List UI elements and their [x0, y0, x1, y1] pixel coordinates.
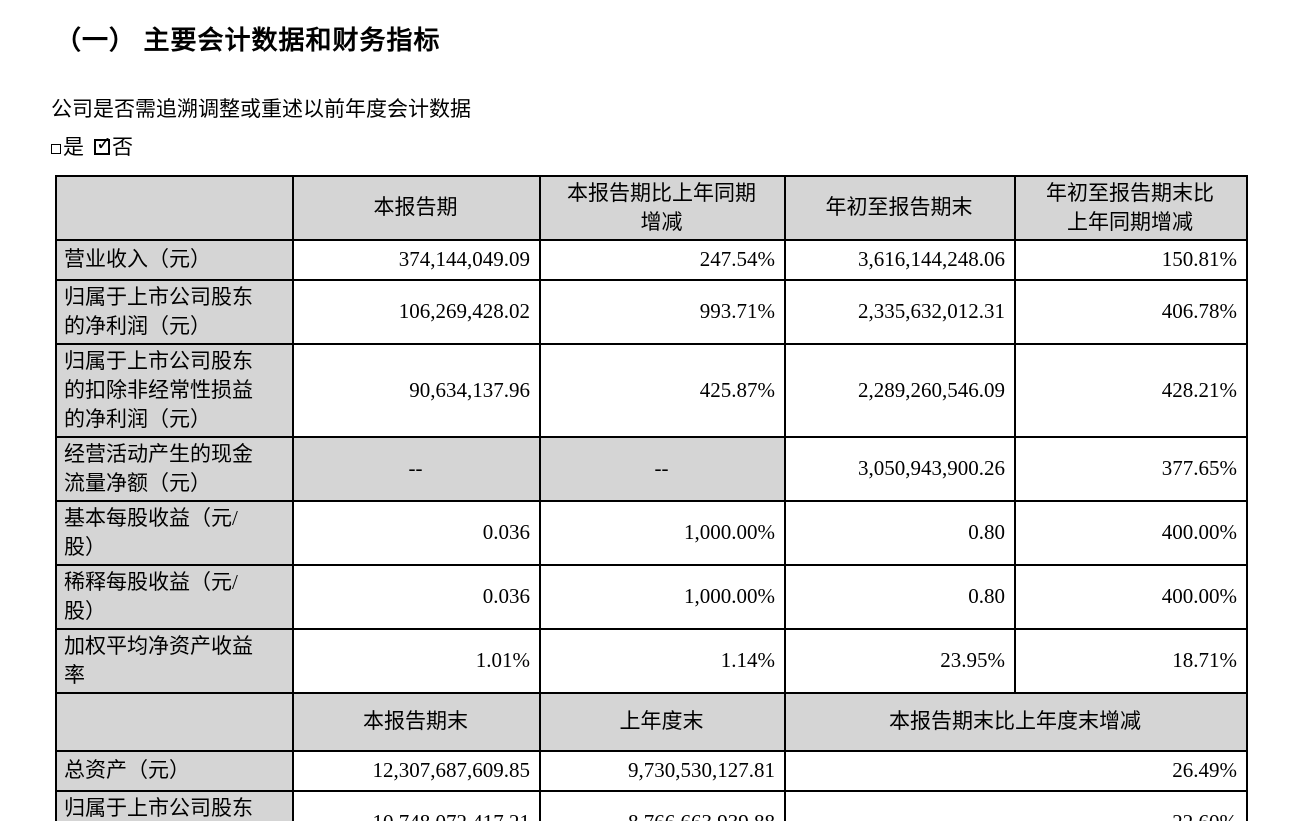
cell-value: 0.036: [292, 563, 541, 630]
cell-value: 400.00%: [1014, 499, 1248, 566]
table-row-operating-cash-flow: 经营活动产生的现金 流量净额（元） -- -- 3,050,943,900.26…: [55, 435, 1248, 502]
checkmark-icon: ✓: [96, 133, 112, 155]
cell-value: 8,766,663,939.88: [539, 789, 786, 821]
cell-value: --: [539, 435, 786, 502]
header-period-yoy-change: 本报告期比上年同期 增减: [539, 175, 786, 241]
row-label: 加权平均净资产收益 率: [55, 627, 294, 694]
cell-value: 2,335,632,012.31: [784, 278, 1016, 345]
header-end-of-last-year: 上年度末: [539, 691, 786, 752]
cell-value: 26.49%: [784, 749, 1248, 792]
cell-value: 3,616,144,248.06: [784, 238, 1016, 281]
cell-value: 106,269,428.02: [292, 278, 541, 345]
table-header-period: 本报告期 本报告期比上年同期 增减 年初至报告期末 年初至报告期末比 上年同期增…: [55, 175, 1248, 241]
cell-value: 428.21%: [1014, 342, 1248, 438]
cell-value: 150.81%: [1014, 238, 1248, 281]
header-ytd: 年初至报告期末: [784, 175, 1016, 241]
row-label: 稀释每股收益（元/ 股）: [55, 563, 294, 630]
cell-value: 2,289,260,546.09: [784, 342, 1016, 438]
row-label: 归属于上市公司股东 的所有者权益（元）: [55, 789, 294, 821]
cell-value: --: [292, 435, 541, 502]
table-row-weighted-avg-roe: 加权平均净资产收益 率 1.01% 1.14% 23.95% 18.71%: [55, 627, 1248, 694]
row-label: 基本每股收益（元/ 股）: [55, 499, 294, 566]
cell-value: 1,000.00%: [539, 563, 786, 630]
header-empty-corner: [55, 691, 294, 752]
checkbox-no-label: 否: [112, 135, 133, 159]
table-header-yearend: 本报告期末 上年度末 本报告期末比上年度末增减: [55, 691, 1248, 752]
cell-value: 247.54%: [539, 238, 786, 281]
cell-value: 993.71%: [539, 278, 786, 345]
header-ytd-yoy-change: 年初至报告期末比 上年同期增减: [1014, 175, 1248, 241]
cell-value: 1.14%: [539, 627, 786, 694]
section-title: （一） 主要会计数据和财务指标: [55, 26, 441, 55]
table-row-total-assets: 总资产（元） 12,307,687,609.85 9,730,530,127.8…: [55, 749, 1248, 792]
restatement-answer: 是 ✓ 否: [51, 131, 143, 161]
row-label: 总资产（元）: [55, 749, 294, 792]
cell-value: 425.87%: [539, 342, 786, 438]
row-label: 归属于上市公司股东 的扣除非经常性损益 的净利润（元）: [55, 342, 294, 438]
cell-value: 406.78%: [1014, 278, 1248, 345]
row-label: 经营活动产生的现金 流量净额（元）: [55, 435, 294, 502]
table-row-basic-eps: 基本每股收益（元/ 股） 0.036 1,000.00% 0.80 400.00…: [55, 499, 1248, 566]
checkbox-yes-label: 是: [63, 135, 84, 159]
cell-value: 400.00%: [1014, 563, 1248, 630]
cell-value: 10,748,072,417.21: [292, 789, 541, 821]
table-row-revenue: 营业收入（元） 374,144,049.09 247.54% 3,616,144…: [55, 238, 1248, 281]
cell-value: 377.65%: [1014, 435, 1248, 502]
checkbox-no-checked: ✓: [94, 135, 112, 155]
cell-value: 1,000.00%: [539, 499, 786, 566]
checkbox-yes-unchecked: [51, 144, 61, 154]
table-row-net-profit-excl-nonrecurring: 归属于上市公司股东 的扣除非经常性损益 的净利润（元） 90,634,137.9…: [55, 342, 1248, 438]
row-label: 营业收入（元）: [55, 238, 294, 281]
cell-value: 3,050,943,900.26: [784, 435, 1016, 502]
header-period-end-vs-yearend-change: 本报告期末比上年度末增减: [784, 691, 1248, 752]
cell-value: 0.80: [784, 499, 1016, 566]
cell-value: 0.80: [784, 563, 1016, 630]
cell-value: 22.60%: [784, 789, 1248, 821]
row-label: 归属于上市公司股东 的净利润（元）: [55, 278, 294, 345]
table-row-net-profit: 归属于上市公司股东 的净利润（元） 106,269,428.02 993.71%…: [55, 278, 1248, 345]
key-financials-table: 本报告期 本报告期比上年同期 增减 年初至报告期末 年初至报告期末比 上年同期增…: [55, 175, 1248, 821]
table-row-owners-equity: 归属于上市公司股东 的所有者权益（元） 10,748,072,417.21 8,…: [55, 789, 1248, 821]
cell-value: 1.01%: [292, 627, 541, 694]
cell-value: 23.95%: [784, 627, 1016, 694]
cell-value: 374,144,049.09: [292, 238, 541, 281]
table-row-diluted-eps: 稀释每股收益（元/ 股） 0.036 1,000.00% 0.80 400.00…: [55, 563, 1248, 630]
restatement-question: 公司是否需追溯调整或重述以前年度会计数据: [51, 97, 471, 121]
cell-value: 0.036: [292, 499, 541, 566]
header-end-of-period: 本报告期末: [292, 691, 541, 752]
cell-value: 12,307,687,609.85: [292, 749, 541, 792]
header-empty-corner: [55, 175, 294, 241]
cell-value: 9,730,530,127.81: [539, 749, 786, 792]
cell-value: 18.71%: [1014, 627, 1248, 694]
header-current-period: 本报告期: [292, 175, 541, 241]
cell-value: 90,634,137.96: [292, 342, 541, 438]
